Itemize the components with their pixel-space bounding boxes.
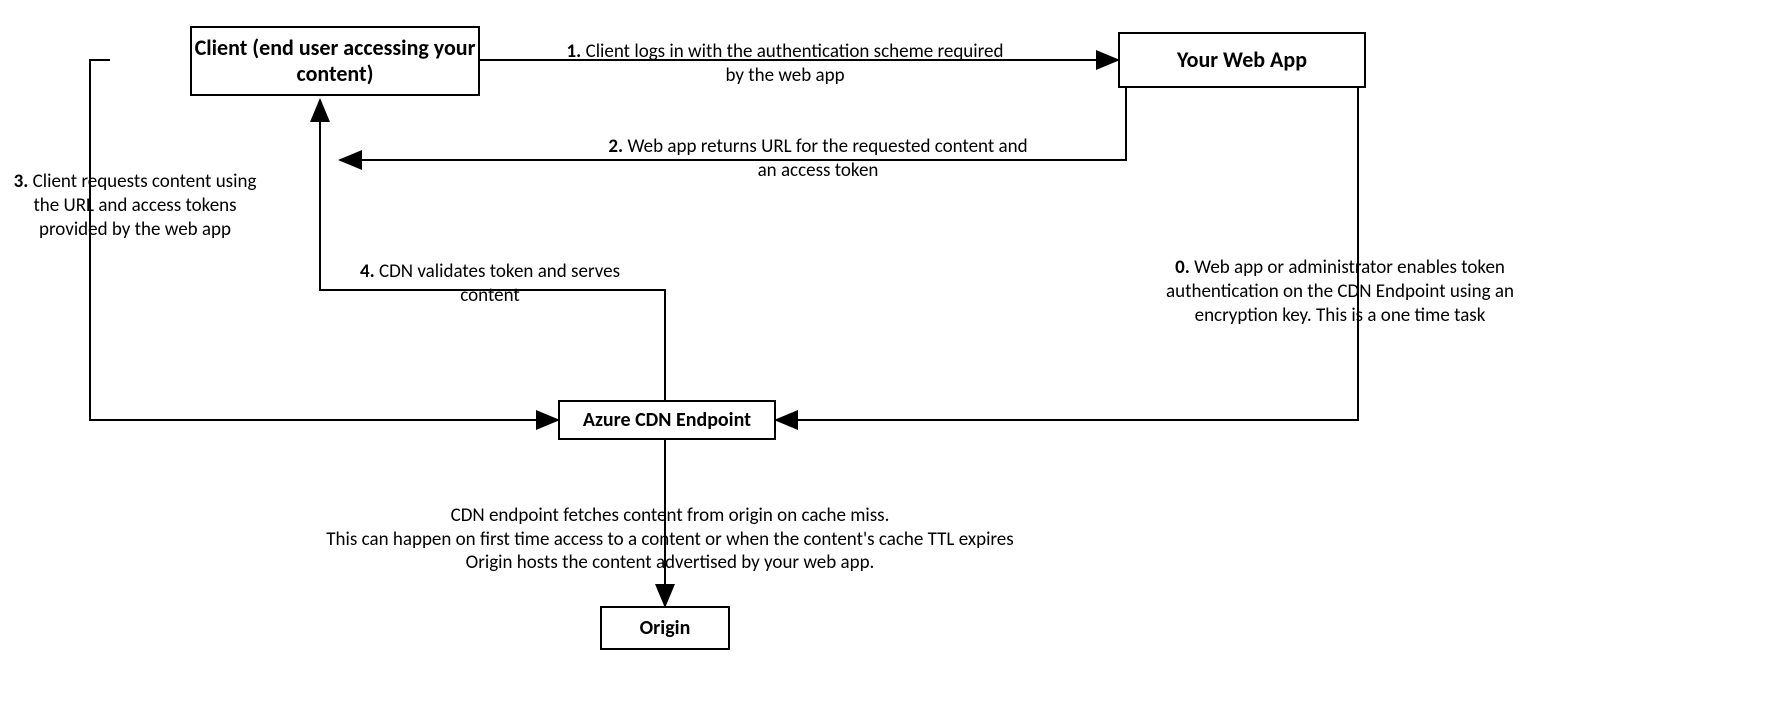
- node-webapp: Your Web App: [1118, 32, 1366, 88]
- edge-label-step0: 0. Web app or administrator enables toke…: [1165, 256, 1515, 327]
- step4-text: CDN validates token and serves content: [379, 260, 620, 307]
- step3-text: Client requests content using the URL an…: [33, 170, 257, 241]
- node-cdn-label: Azure CDN Endpoint: [583, 408, 751, 432]
- step3-num: 3.: [14, 170, 29, 193]
- step2-num: 2.: [608, 135, 623, 158]
- step1-num: 1.: [567, 40, 582, 63]
- node-client: Client (end user accessing your content): [190, 26, 480, 96]
- node-cdn-endpoint: Azure CDN Endpoint: [558, 400, 776, 440]
- step0-num: 0.: [1175, 256, 1190, 279]
- edge-layer: [0, 0, 1780, 707]
- step4-num: 4.: [360, 260, 375, 283]
- edge-label-step1: 1. Client logs in with the authenticatio…: [560, 40, 1010, 88]
- node-client-label: Client (end user accessing your content): [192, 35, 478, 88]
- node-origin: Origin: [600, 606, 730, 650]
- step2-text: Web app returns URL for the requested co…: [627, 135, 1027, 182]
- miss-text: CDN endpoint fetches content from origin…: [326, 504, 1013, 575]
- node-webapp-label: Your Web App: [1177, 47, 1307, 73]
- node-origin-label: Origin: [640, 616, 691, 640]
- diagram-canvas: Client (end user accessing your content)…: [0, 0, 1780, 707]
- step0-text: Web app or administrator enables token a…: [1166, 256, 1514, 327]
- edge-label-step4: 4. CDN validates token and serves conten…: [350, 260, 630, 308]
- step1-text: Client logs in with the authentication s…: [586, 40, 1004, 87]
- edge-label-step2: 2. Web app returns URL for the requested…: [608, 135, 1028, 183]
- edge-label-step3: 3. Client requests content using the URL…: [10, 170, 260, 241]
- edge-label-cache-miss: CDN endpoint fetches content from origin…: [290, 480, 1050, 575]
